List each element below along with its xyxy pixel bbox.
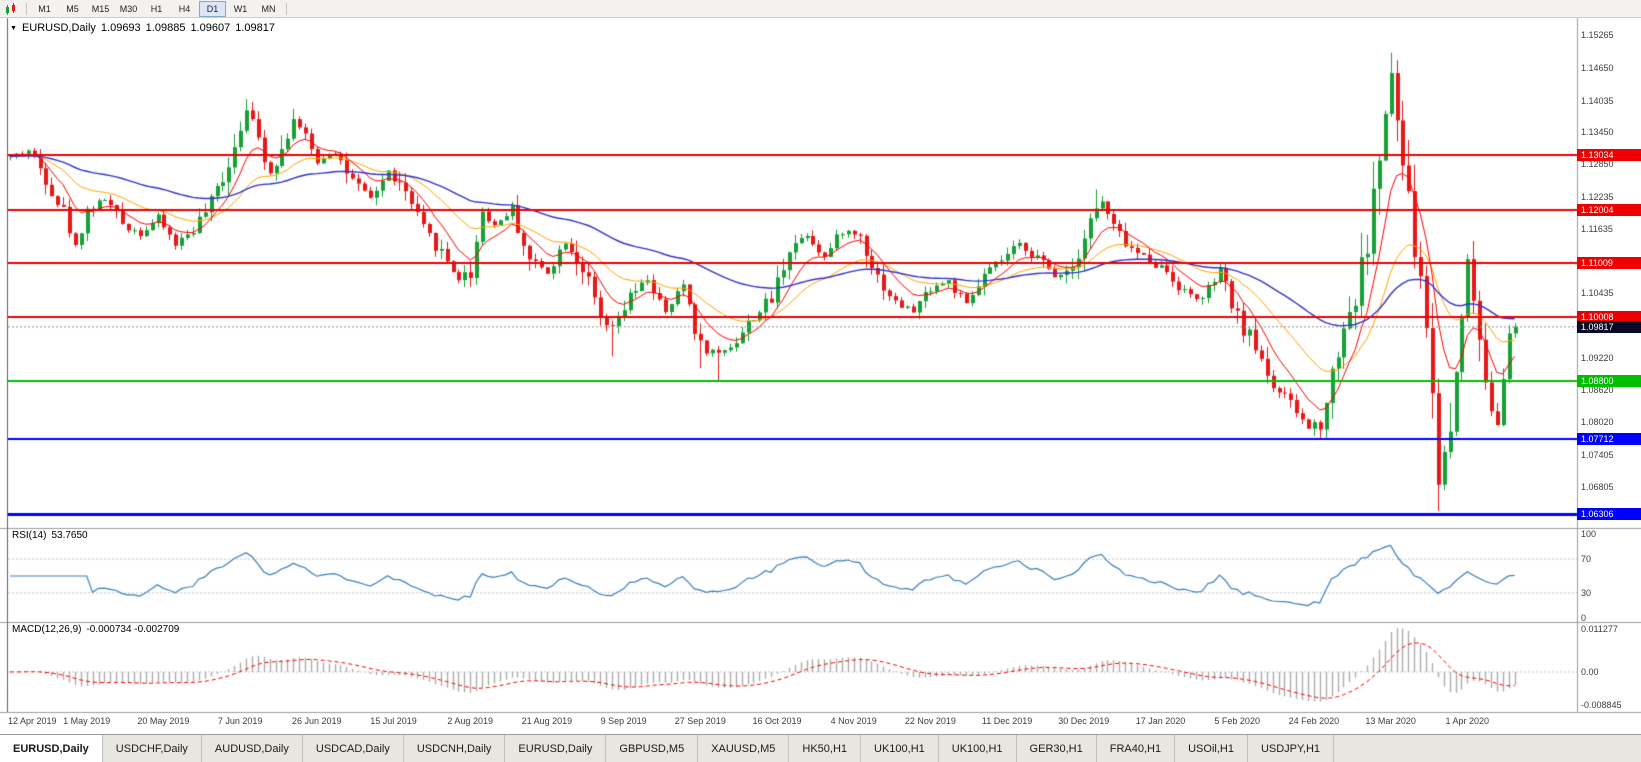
chart-tab-uk100-h1[interactable]: UK100,H1	[938, 735, 1017, 762]
period-button-mn[interactable]: MN	[261, 3, 276, 14]
macd-values: -0.000734 -0.002709	[86, 624, 180, 635]
chart-tab-eurusd-daily[interactable]: EURUSD,Daily	[505, 735, 607, 762]
timeframe-toolbar: M1 M5 M15 M30 H1 H4 D1 W1 MN	[0, 0, 1641, 18]
ohlc-close: 1.09817	[235, 22, 275, 34]
dropdown-arrow-icon[interactable]: ▼	[10, 24, 17, 32]
rsi-value: 53.7650	[51, 530, 88, 541]
period-button-m30[interactable]: M30	[119, 3, 138, 14]
rsi-indicator-label: RSI(14) 53.7650	[12, 530, 93, 541]
chart-symbol-period: EURUSD,Daily	[21, 22, 96, 34]
period-button-d1[interactable]: D1	[199, 0, 226, 17]
chart-tab-usoil-h1[interactable]: USOil,H1	[1175, 735, 1248, 762]
ohlc-low: 1.09607	[190, 22, 231, 34]
chart-tab-usdcad-daily[interactable]: USDCAD,Daily	[302, 735, 404, 762]
period-button-w1[interactable]: W1	[233, 3, 248, 14]
chart-tab-eurusd-daily[interactable]: EURUSD,Daily	[0, 735, 103, 762]
chart-tab-usdcnh-daily[interactable]: USDCNH,Daily	[403, 735, 506, 762]
chart-tab-xauusd-m5[interactable]: XAUUSD,M5	[698, 735, 790, 762]
chart-tab-usdjpy-h1[interactable]: USDJPY,H1	[1247, 735, 1335, 762]
rsi-name: RSI(14)	[12, 530, 47, 541]
period-button-m15[interactable]: M15	[91, 3, 110, 14]
period-button-m1[interactable]: M1	[38, 3, 51, 14]
chart-tab-ger30-h1[interactable]: GER30,H1	[1016, 735, 1097, 762]
chart-tab-hk50-h1[interactable]: HK50,H1	[789, 735, 862, 762]
ohlc-open: 1.09693	[100, 22, 141, 34]
period-button-m5[interactable]: M5	[66, 3, 79, 14]
macd-indicator-label: MACD(12,26,9) -0.000734 -0.002709	[12, 624, 184, 635]
chart-type-icon[interactable]	[4, 2, 20, 15]
chart-tab-audusd-daily[interactable]: AUDUSD,Daily	[201, 735, 303, 762]
period-button-h1[interactable]: H1	[150, 3, 163, 14]
chart-tab-bar: EURUSD,Daily USDCHF,Daily AUDUSD,Daily USDC…	[0, 734, 1641, 762]
toolbar-separator	[286, 2, 287, 15]
chart-tab-fra40-h1[interactable]: FRA40,H1	[1096, 735, 1176, 762]
chart-tab-gbpusd-m5[interactable]: GBPUSD,M5	[606, 735, 699, 762]
period-buttons-group: M1 M5 M15 M30 H1 H4 D1 W1 MN	[31, 0, 282, 17]
chart-tab-usdchf-daily[interactable]: USDCHF,Daily	[102, 735, 202, 762]
toolbar-separator	[26, 2, 27, 15]
ohlc-high: 1.09885	[145, 22, 186, 34]
chart-tab-uk100-h1[interactable]: UK100,H1	[861, 735, 939, 762]
chart-title: ▼ EURUSD,Daily 1.09693 1.09885 1.09607 1…	[10, 22, 275, 34]
macd-name: MACD(12,26,9)	[12, 624, 82, 635]
period-button-h4[interactable]: H4	[178, 3, 191, 14]
